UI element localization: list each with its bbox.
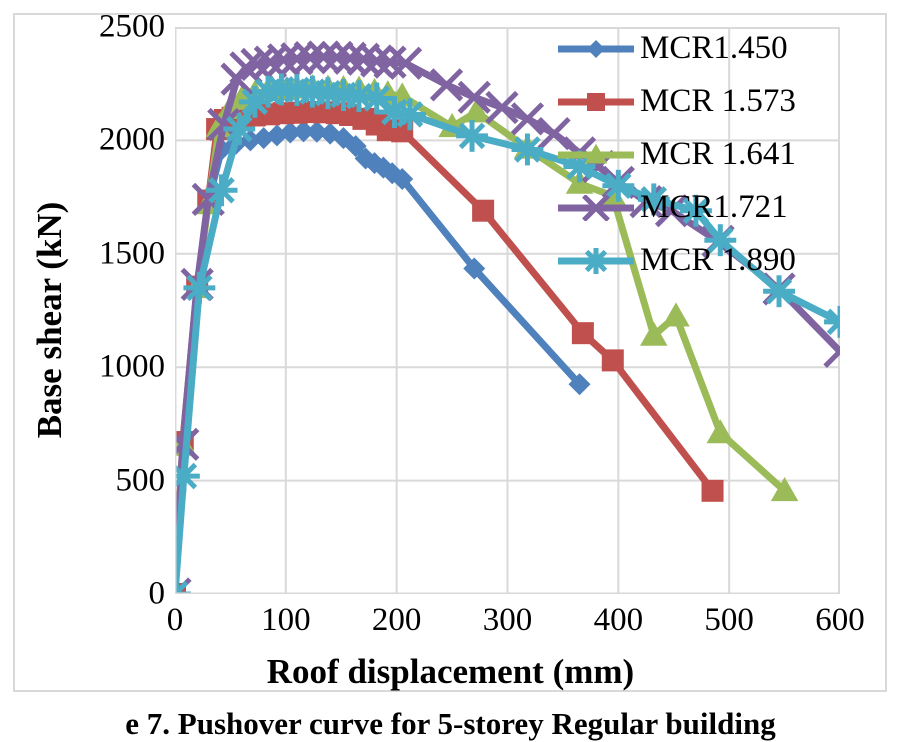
x-axis-title: Roof displacement (mm) bbox=[266, 652, 635, 691]
legend-label: MCR 1.641 bbox=[640, 136, 796, 172]
x-tick-label: 200 bbox=[371, 602, 422, 638]
legend-item-2[interactable]: MCR 1.573 bbox=[556, 75, 896, 128]
legend-label: MCR1.721 bbox=[640, 189, 788, 225]
legend-item-4[interactable]: MCR1.721 bbox=[556, 181, 896, 234]
y-tick-label: 500 bbox=[115, 462, 166, 499]
legend-label: MCR 1.573 bbox=[640, 83, 796, 119]
y-tick-label: 2000 bbox=[99, 121, 165, 158]
legend-item-5[interactable]: MCR 1.890 bbox=[556, 234, 896, 287]
y-tick-label: 1500 bbox=[99, 235, 165, 272]
legend-marker-asterisk-icon bbox=[556, 247, 636, 274]
x-axis-tick-labels: 0 100 200 300 400 500 600 bbox=[0, 604, 901, 654]
y-tick-label: 2500 bbox=[99, 8, 165, 45]
x-tick-label: 300 bbox=[482, 602, 533, 638]
x-tick-label: 0 bbox=[166, 602, 184, 638]
legend-label: MCR 1.890 bbox=[640, 242, 796, 278]
legend-marker-triangle-icon bbox=[556, 142, 636, 168]
x-tick-label: 600 bbox=[815, 602, 865, 638]
chart-legend: MCR1.450 MCR 1.573 MCR 1.641 MCR1.721 MCR 1.… bbox=[556, 22, 896, 287]
y-tick-label: 1000 bbox=[99, 348, 165, 385]
y-tick-label: 0 bbox=[148, 575, 166, 612]
figure-caption: e 7. Pushover curve for 5-storey Regular… bbox=[125, 706, 776, 741]
legend-marker-square-icon bbox=[556, 89, 636, 115]
legend-item-1[interactable]: MCR1.450 bbox=[556, 22, 896, 75]
legend-item-3[interactable]: MCR 1.641 bbox=[556, 128, 896, 181]
x-tick-label: 100 bbox=[261, 602, 311, 638]
y-axis-tick-labels: 0 500 1000 1500 2000 2500 bbox=[35, 0, 165, 732]
x-tick-label: 500 bbox=[704, 602, 754, 638]
legend-marker-x-icon bbox=[556, 194, 636, 221]
x-tick-label: 400 bbox=[593, 602, 644, 638]
legend-marker-diamond-icon bbox=[556, 36, 636, 62]
series-5 bbox=[175, 73, 840, 594]
legend-label: MCR1.450 bbox=[640, 30, 788, 66]
